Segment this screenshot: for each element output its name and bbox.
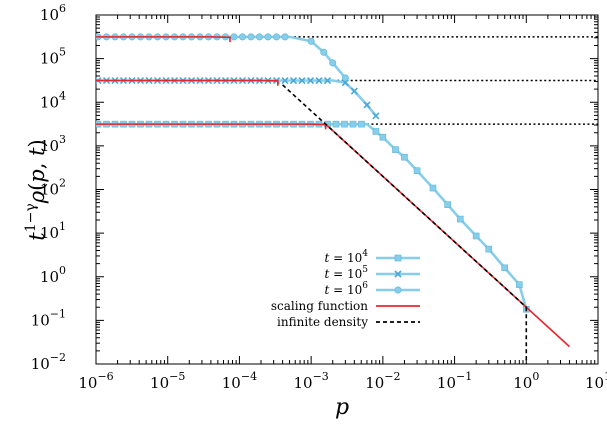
legend-entry-1000000: t = 106: [324, 281, 420, 297]
data-point-square: [401, 153, 408, 161]
x-tick-label: 10−1: [437, 370, 472, 392]
data-point-square: [501, 264, 508, 272]
data-point-circle: [264, 33, 272, 41]
x-tick-label: 101: [585, 370, 607, 392]
data-point-square: [332, 120, 340, 128]
data-point-circle: [341, 74, 349, 82]
legend-entry-infinite-density: infinite density: [277, 315, 420, 329]
y-axis-label-text: t1−γρ(p, t): [23, 139, 49, 241]
data-point-square: [349, 120, 357, 128]
series-100000: [96, 76, 380, 120]
y-axis-label: t1−γρ(p, t): [23, 139, 49, 241]
series-10000: [96, 120, 530, 313]
y-tick-label: 10−2: [31, 351, 66, 373]
legend-entry-100000: t = 105: [324, 265, 420, 281]
legend-label: scaling function: [271, 299, 368, 313]
data-point-x: [315, 76, 323, 85]
x-tick-label: 10−5: [150, 370, 185, 392]
data-point-x: [363, 101, 371, 109]
legend-entry-scaling-function: scaling function: [271, 299, 420, 313]
series-layer: [96, 33, 598, 364]
y-tick-label: 102: [40, 177, 66, 199]
y-axis-label-exponent: 1−γ: [23, 203, 39, 232]
x-tick-labels: 10−6 10−5 10−4 10−3 10−2 10−1 100 101: [78, 370, 607, 392]
data-point-square: [444, 201, 451, 208]
infinite-density-line: [282, 84, 527, 308]
legend-label: t = 105: [324, 265, 368, 281]
scaling-function-plateau: [96, 36, 231, 43]
data-point-square: [394, 254, 402, 262]
data-point-square: [392, 146, 399, 153]
x-tick-label: 10−2: [365, 370, 400, 392]
data-point-circle: [320, 48, 328, 56]
data-point-square: [472, 232, 480, 240]
data-point-x: [306, 76, 315, 85]
data-point-x: [281, 76, 289, 85]
legend-entry-10000: t = 104: [324, 249, 420, 265]
data-point-circle: [272, 33, 280, 41]
y-tick-label: 104: [40, 89, 66, 111]
y-tick-label: 105: [40, 46, 66, 68]
data-point-circle: [247, 33, 255, 41]
data-point-circle: [239, 33, 247, 41]
data-point-circle: [307, 37, 315, 45]
scaling-function-plateau: [96, 123, 327, 130]
data-point-square: [429, 184, 437, 192]
series-line: [96, 35, 347, 79]
data-point-x: [289, 76, 298, 85]
data-point-square: [485, 245, 493, 253]
y-tick-labels: 10−2 10−1 100 101 102 103 104 105 106: [31, 2, 66, 373]
x-tick-label: 100: [513, 370, 539, 392]
data-point-x: [323, 76, 332, 85]
legend-label: t = 106: [324, 281, 368, 297]
data-point-circle: [230, 33, 238, 41]
data-point-square: [372, 128, 380, 135]
y-tick-label: 103: [40, 133, 66, 155]
y-tick-label: 100: [40, 264, 66, 286]
data-point-square: [516, 281, 523, 288]
x-axis-label: p: [335, 395, 349, 420]
series-line: [96, 79, 377, 117]
data-point-circle: [394, 286, 402, 294]
data-point-x: [350, 87, 358, 95]
scaling-function-plateau: [96, 79, 279, 86]
series-1000000: [96, 33, 349, 82]
data-point-square: [456, 215, 464, 223]
y-tick-label: 101: [40, 220, 66, 242]
data-point-circle: [329, 59, 337, 67]
data-point-circle: [281, 33, 289, 41]
data-point-x: [394, 270, 402, 278]
x-tick-label: 10−4: [222, 370, 257, 392]
axis-ticks: [95, 14, 599, 365]
plot-area: [95, 14, 599, 365]
y-tick-label: 10−1: [31, 307, 66, 329]
y-tick-label: 106: [40, 2, 66, 24]
data-point-x: [372, 112, 380, 120]
data-point-square: [358, 120, 365, 128]
x-tick-label: 10−3: [293, 370, 328, 392]
x-tick-label: 10−6: [78, 370, 113, 392]
legend-label: infinite density: [277, 315, 368, 329]
legend-label: t = 104: [324, 249, 368, 265]
data-point-square: [341, 120, 348, 128]
data-point-x: [298, 76, 306, 85]
data-point-square: [379, 133, 387, 141]
data-point-square: [413, 167, 421, 174]
data-point-circle: [255, 33, 263, 41]
